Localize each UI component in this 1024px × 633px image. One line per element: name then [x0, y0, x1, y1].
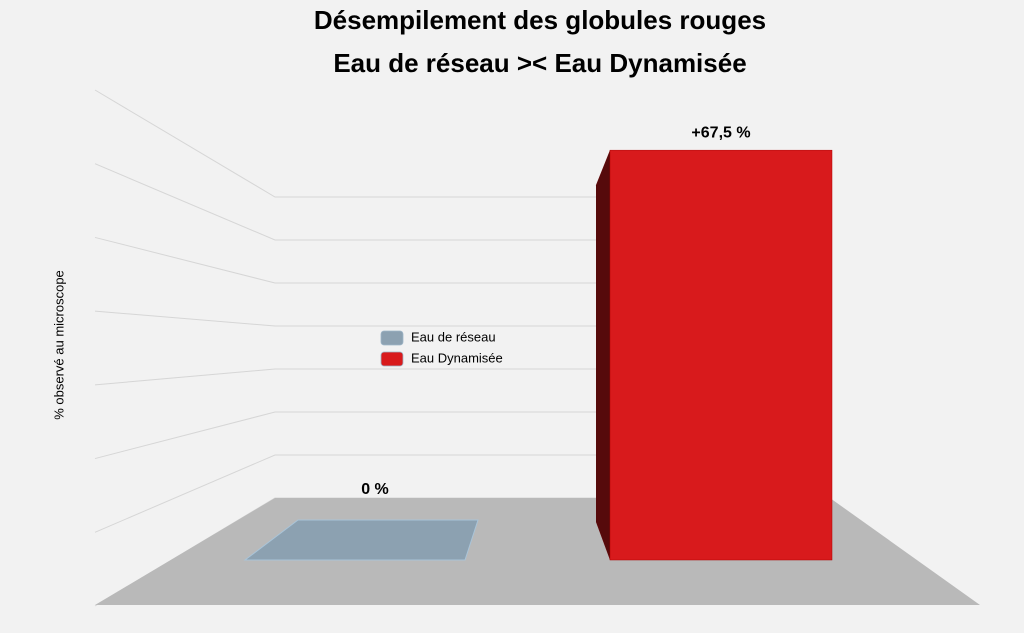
bar	[243, 519, 479, 561]
legend-swatch	[380, 351, 404, 367]
legend: Eau de réseau Eau Dynamisée	[380, 329, 503, 367]
legend-label: Eau de réseau	[411, 329, 496, 344]
chart-title: Désempilement des globules rouges	[314, 5, 766, 35]
legend-label: Eau Dynamisée	[411, 350, 503, 365]
value-label: 0 %	[361, 481, 389, 498]
bar-shade	[596, 150, 610, 560]
bars: 0 % +67,5 %	[243, 124, 833, 561]
y-axis-label: % observé au microscope	[51, 270, 66, 420]
bar	[609, 149, 833, 561]
chart-title: Eau de réseau >< Eau Dynamisée	[333, 48, 746, 78]
legend-swatch	[380, 330, 404, 346]
value-label: +67,5 %	[691, 124, 750, 141]
